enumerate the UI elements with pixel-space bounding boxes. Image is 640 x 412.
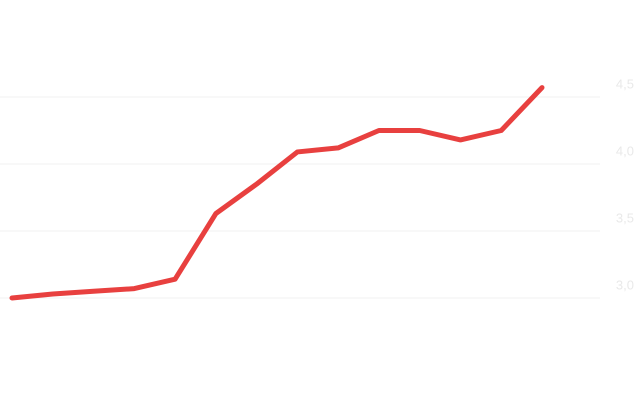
line xyxy=(9,85,545,301)
y-tick-label: 4,0 xyxy=(616,143,634,158)
y-tick-label: 4,5 xyxy=(616,76,634,91)
y-tick-label: 3,5 xyxy=(616,210,634,225)
y-tick-label: 3,0 xyxy=(616,277,634,292)
